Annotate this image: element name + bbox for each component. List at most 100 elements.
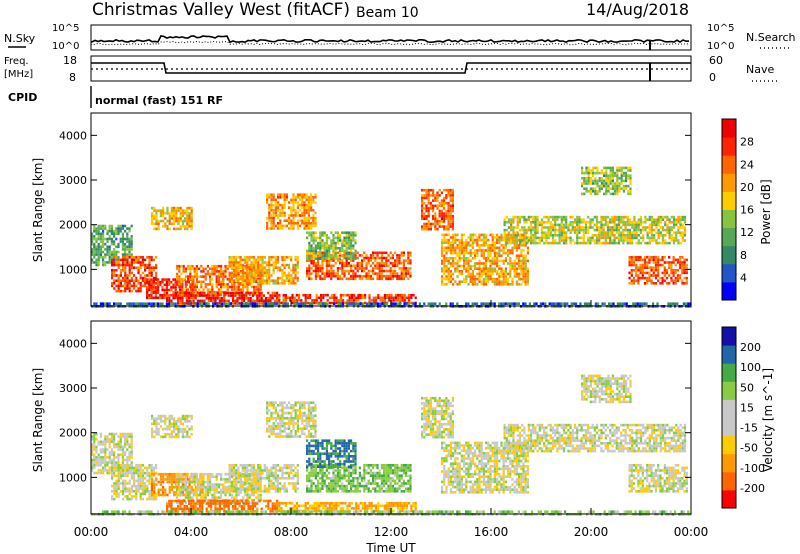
data-cell <box>119 229 122 233</box>
data-cell <box>578 241 581 245</box>
data-cell <box>91 469 94 472</box>
data-cell <box>529 241 533 245</box>
data-cell <box>325 236 328 240</box>
data-cell <box>168 288 171 292</box>
data-cell <box>339 274 342 278</box>
data-cell <box>443 199 446 202</box>
data-cell <box>578 221 581 224</box>
data-cell <box>110 461 113 464</box>
data-cell <box>679 274 682 277</box>
data-cell <box>314 244 317 247</box>
data-cell <box>284 296 287 300</box>
data-cell <box>128 492 131 496</box>
data-cell <box>108 443 111 446</box>
data-cell <box>655 221 658 224</box>
data-cell <box>617 236 621 240</box>
data-cell <box>184 285 187 289</box>
data-cell <box>152 296 155 300</box>
data-cell <box>328 296 331 300</box>
data-cell <box>308 257 311 260</box>
data-cell <box>203 291 206 295</box>
data-cell <box>514 215 517 219</box>
data-cell <box>356 261 359 265</box>
data-cell <box>308 272 311 275</box>
data-cell <box>643 261 647 264</box>
data-cell <box>585 187 588 190</box>
data-cell <box>296 271 299 275</box>
data-cell <box>332 244 335 247</box>
data-cell <box>165 302 168 305</box>
data-cell <box>319 236 322 240</box>
data-cell <box>289 299 292 302</box>
data-cell <box>449 188 452 192</box>
data-cell <box>595 223 599 227</box>
data-cell <box>113 464 116 467</box>
data-cell <box>328 236 331 240</box>
data-cell <box>423 214 426 218</box>
data-cell <box>372 299 375 302</box>
data-cell <box>290 258 293 262</box>
data-cell <box>578 236 581 240</box>
data-cell <box>631 223 634 227</box>
data-cell <box>580 221 583 224</box>
data-cell <box>310 193 313 196</box>
data-cell <box>222 272 225 276</box>
data-cell <box>128 456 131 459</box>
data-cell <box>369 254 372 257</box>
data-cell <box>115 432 118 436</box>
data-cell <box>487 280 490 283</box>
data-cell <box>603 192 606 196</box>
data-cell <box>180 277 183 281</box>
data-cell <box>643 276 647 280</box>
data-cell <box>317 269 320 273</box>
data-cell <box>478 236 481 239</box>
data-cell <box>356 264 359 268</box>
data-cell <box>589 236 592 240</box>
data-region <box>91 432 133 475</box>
data-cell <box>213 272 216 276</box>
data-cell <box>330 274 333 278</box>
data-cell <box>179 219 182 223</box>
data-cell <box>511 267 514 270</box>
data-cell <box>603 171 606 175</box>
data-cell <box>294 269 297 272</box>
data-cell <box>603 179 606 183</box>
data-cell <box>469 238 472 242</box>
data-cell <box>104 453 107 457</box>
data-cell <box>126 458 129 462</box>
data-cell <box>155 282 158 285</box>
data-cell <box>330 247 333 250</box>
data-cell <box>578 231 581 234</box>
data-cell <box>95 445 98 449</box>
data-cell <box>184 267 187 271</box>
data-cell <box>361 274 364 278</box>
data-cell <box>266 193 269 196</box>
data-cell <box>407 302 410 305</box>
data-cell <box>124 242 127 246</box>
data-cell <box>665 271 669 275</box>
data-cell <box>193 288 196 291</box>
data-cell <box>594 179 597 183</box>
data-cell <box>91 458 94 462</box>
data-cell <box>463 267 466 270</box>
data-cell <box>445 283 448 286</box>
data-cell <box>159 209 162 212</box>
data-cell <box>172 296 175 300</box>
data-cell <box>637 221 640 224</box>
data-cell <box>108 471 111 475</box>
data-cell <box>128 466 131 470</box>
data-cell <box>402 261 405 265</box>
data-cell <box>323 234 326 237</box>
data-cell <box>654 276 658 280</box>
data-cell <box>610 302 613 305</box>
data-cell <box>279 276 282 280</box>
data-cell <box>303 193 306 196</box>
data-cell <box>509 283 512 286</box>
data-cell <box>352 231 355 234</box>
data-cell <box>578 215 581 219</box>
data-cell <box>409 251 412 255</box>
data-cell <box>271 294 274 297</box>
data-cell <box>445 251 448 255</box>
data-cell <box>573 241 577 245</box>
data-cell <box>124 443 127 446</box>
